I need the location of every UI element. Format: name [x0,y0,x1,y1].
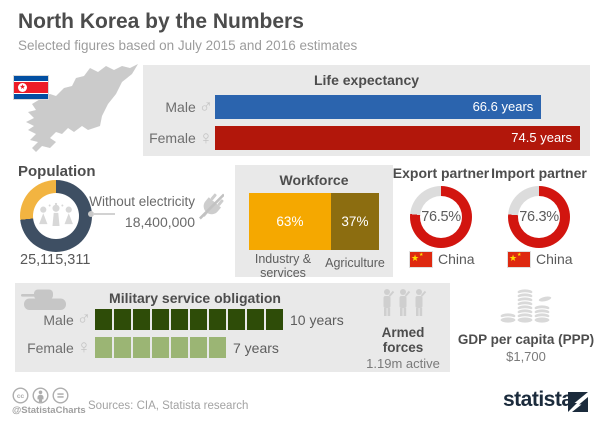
population-donut [20,180,92,252]
armed-forces-title: Armed forces [381,325,425,355]
import-partner-percent: 76.3% [518,196,560,238]
north-korea-map [26,64,138,152]
tank-icon [21,289,66,310]
export-partner-donut: 76.5% [410,186,472,248]
nk-flag-star-icon: ★ [18,83,27,92]
life-expectancy-row-male: Male ♂ 66.6 years [143,95,590,119]
female-service-squares [95,337,226,358]
agriculture-label: Agriculture [325,256,385,270]
armed-forces-value: 1.19m active [366,356,440,371]
cc-equal-icon [52,387,69,404]
life-expectancy-panel: Life expectancy Male ♂ 66.6 years Female… [143,65,590,156]
statista-logo-icon [568,392,588,412]
female-label: Female [27,339,74,356]
import-partner-donut: 76.3% [508,186,570,248]
gdp-title: GDP per capita (PPP) [457,332,595,347]
export-partner-country: ★ ★ China [410,251,475,267]
female-icon: ♀ [76,337,91,358]
female-bar-track: 74.5 years [215,126,580,150]
population-connector-dot [88,211,94,217]
male-label: Male [43,311,74,328]
north-korea-flag: ★ [14,76,48,99]
industry-services-label: Industry & services [254,252,312,280]
without-electricity-block: Without electricity 18,400,000 [80,192,195,233]
coins-icon [499,288,553,324]
export-partner-title: Export partner [392,165,490,181]
gdp-value: $1,700 [506,349,546,364]
export-partner-name: China [438,251,475,267]
china-flag-icon: ★ ★ [508,251,530,267]
gdp-block: GDP per capita (PPP) $1,700 [455,285,597,364]
male-service-years: 10 years [290,311,344,328]
import-partner-title: Import partner [491,165,587,181]
creative-commons-icons: cc [12,387,69,404]
sources-text: Sources: CIA, Statista research [88,400,249,412]
people-group-icon [39,202,73,226]
workforce-title: Workforce [279,172,349,188]
military-row-male: Male ♂ 10 years [15,308,344,331]
without-electricity-label: Without electricity [89,194,195,209]
cc-attribution-icon [32,387,49,404]
no-electricity-plug-icon [198,193,224,220]
female-life-expectancy-bar: 74.5 years [215,126,580,150]
military-title: Military service obligation [109,290,281,306]
export-partner-percent: 76.5% [420,196,462,238]
population-connector-line [93,213,115,215]
female-icon: ♀ [198,127,213,149]
agriculture-segment: 37% [330,193,379,250]
workforce-panel: Workforce 63% 37% Industry & services Ag… [235,165,393,280]
workforce-labels: Industry & services Agriculture [235,252,393,281]
without-electricity-value: 18,400,000 [124,214,195,231]
population-title: Population [18,163,96,180]
page-title: North Korea by the Numbers [18,10,304,33]
population-total: 25,115,311 [20,252,91,268]
svg-text:cc: cc [17,393,25,400]
statista-handle: @StatistaCharts [12,405,86,416]
male-icon: ♂ [76,309,91,330]
page-subtitle: Selected figures based on July 2015 and … [18,38,358,53]
population-donut-hole [33,193,79,239]
male-bar-track: 66.6 years [215,95,580,119]
female-service-years: 7 years [233,339,279,356]
life-expectancy-title: Life expectancy [313,72,420,88]
statista-logo-text: statista [503,388,573,411]
industry-services-segment: 63% [249,193,331,250]
male-service-squares [95,309,283,330]
cc-license-icon: cc [12,387,29,404]
china-flag-icon: ★ ★ [410,251,432,267]
military-panel: Military service obligation Male ♂ 10 ye… [15,283,450,372]
male-label: Male [165,99,196,115]
armed-forces-block: Armed forces 1.19m active [360,287,446,371]
male-life-expectancy-bar: 66.6 years [215,95,542,119]
life-expectancy-row-female: Female ♀ 74.5 years [143,126,590,150]
female-label: Female [149,130,196,146]
military-row-female: Female ♀ 7 years [15,336,279,359]
import-partner-country: ★ ★ China [508,251,573,267]
male-icon: ♂ [198,96,213,118]
workforce-bars: 63% 37% [249,193,379,250]
soldiers-icon [383,289,427,316]
import-partner-name: China [536,251,573,267]
